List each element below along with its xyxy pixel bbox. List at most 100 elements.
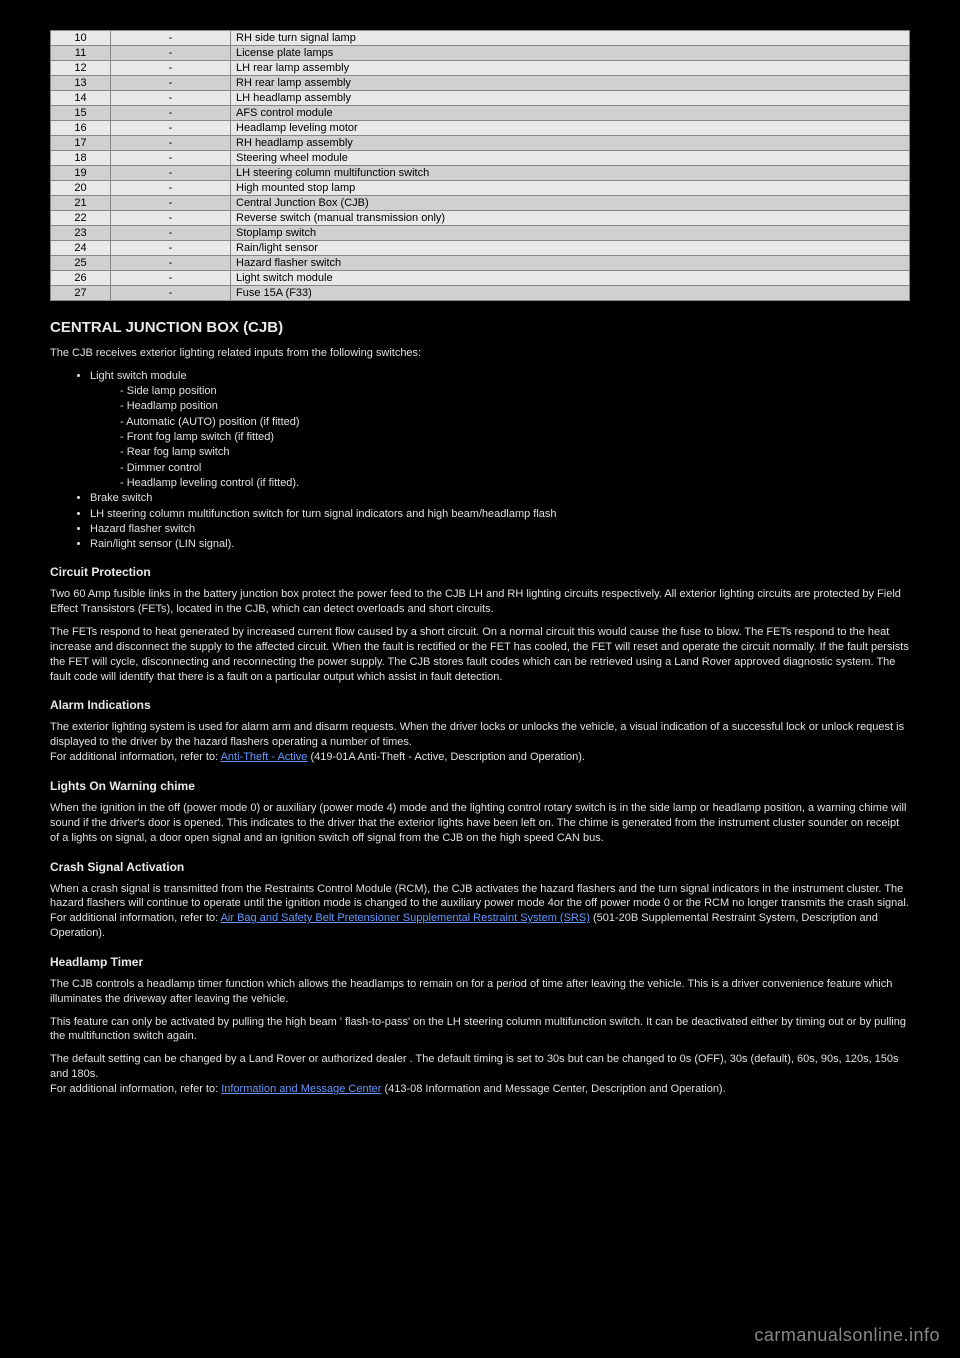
table-cell: LH headlamp assembly	[231, 91, 910, 106]
table-cell: Rain/light sensor	[231, 241, 910, 256]
list-item: Rain/light sensor (LIN signal).	[90, 537, 910, 551]
body-paragraph: When a crash signal is transmitted from …	[50, 882, 910, 941]
table-row: 13-RH rear lamp assembly	[51, 76, 910, 91]
subsection-heading: Lights On Warning chime	[50, 779, 910, 793]
subsection-heading: Headlamp Timer	[50, 955, 910, 969]
body-paragraph: The exterior lighting system is used for…	[50, 720, 910, 765]
paragraph-text: (419-01A Anti-Theft - Active, Descriptio…	[307, 751, 585, 763]
table-cell: LH rear lamp assembly	[231, 61, 910, 76]
table-cell: LH steering column multifunction switch	[231, 166, 910, 181]
table-cell: -	[111, 76, 231, 91]
body-paragraph: This feature can only be activated by pu…	[50, 1015, 910, 1045]
document-page: 10-RH side turn signal lamp11-License pl…	[0, 0, 960, 1358]
table-cell: RH side turn signal lamp	[231, 31, 910, 46]
paragraph-text: For additional information, refer to:	[50, 751, 221, 763]
table-cell: 17	[51, 136, 111, 151]
table-cell: License plate lamps	[231, 46, 910, 61]
table-cell: AFS control module	[231, 106, 910, 121]
table-row: 22-Reverse switch (manual transmission o…	[51, 211, 910, 226]
table-cell: Light switch module	[231, 271, 910, 286]
table-cell: 16	[51, 121, 111, 136]
table-cell: -	[111, 46, 231, 61]
component-table: 10-RH side turn signal lamp11-License pl…	[50, 30, 910, 301]
sub-list-item: Automatic (AUTO) position (if fitted)	[120, 415, 910, 429]
table-cell: Steering wheel module	[231, 151, 910, 166]
sub-list-item: Headlamp leveling control (if fitted).	[120, 476, 910, 490]
table-cell: 11	[51, 46, 111, 61]
list-item: LH steering column multifunction switch …	[90, 507, 910, 521]
table-cell: -	[111, 181, 231, 196]
list-item: Light switch module Side lamp positionHe…	[90, 369, 910, 490]
intro-paragraph: The CJB receives exterior lighting relat…	[50, 346, 910, 361]
table-cell: 20	[51, 181, 111, 196]
table-cell: Stoplamp switch	[231, 226, 910, 241]
table-cell: 13	[51, 76, 111, 91]
list-item: Brake switch	[90, 491, 910, 505]
table-cell: -	[111, 61, 231, 76]
table-cell: -	[111, 151, 231, 166]
table-row: 17-RH headlamp assembly	[51, 136, 910, 151]
table-cell: -	[111, 271, 231, 286]
table-cell: -	[111, 166, 231, 181]
table-cell: 22	[51, 211, 111, 226]
table-row: 20-High mounted stop lamp	[51, 181, 910, 196]
table-cell: 19	[51, 166, 111, 181]
table-cell: Central Junction Box (CJB)	[231, 196, 910, 211]
table-cell: 15	[51, 106, 111, 121]
table-cell: -	[111, 226, 231, 241]
table-row: 26-Light switch module	[51, 271, 910, 286]
table-cell: Headlamp leveling motor	[231, 121, 910, 136]
paragraph-text: For additional information, refer to:	[50, 912, 221, 924]
subsection-heading: Alarm Indications	[50, 698, 910, 712]
table-cell: 24	[51, 241, 111, 256]
reference-link[interactable]: Information and Message Center	[221, 1083, 381, 1095]
table-row: 10-RH side turn signal lamp	[51, 31, 910, 46]
table-cell: -	[111, 31, 231, 46]
table-cell: 25	[51, 256, 111, 271]
table-cell: -	[111, 136, 231, 151]
table-row: 23-Stoplamp switch	[51, 226, 910, 241]
sub-list-item: Dimmer control	[120, 461, 910, 475]
table-row: 16-Headlamp leveling motor	[51, 121, 910, 136]
table-cell: 12	[51, 61, 111, 76]
paragraph-text: When a crash signal is transmitted from …	[50, 883, 909, 910]
table-cell: 23	[51, 226, 111, 241]
paragraph-text: The exterior lighting system is used for…	[50, 721, 904, 748]
subsection-heading: Circuit Protection	[50, 565, 910, 579]
table-cell: 26	[51, 271, 111, 286]
table-cell: -	[111, 121, 231, 136]
table-cell: Fuse 15A (F33)	[231, 286, 910, 301]
table-cell: -	[111, 106, 231, 121]
body-paragraph: The FETs respond to heat generated by in…	[50, 625, 910, 684]
table-cell: RH headlamp assembly	[231, 136, 910, 151]
switch-list: Light switch module Side lamp positionHe…	[90, 369, 910, 552]
table-cell: Hazard flasher switch	[231, 256, 910, 271]
watermark-text: carmanualsonline.info	[754, 1325, 940, 1346]
table-cell: -	[111, 91, 231, 106]
table-cell: -	[111, 256, 231, 271]
table-row: 12-LH rear lamp assembly	[51, 61, 910, 76]
table-cell: -	[111, 196, 231, 211]
table-row: 11-License plate lamps	[51, 46, 910, 61]
table-cell: High mounted stop lamp	[231, 181, 910, 196]
sub-list: Side lamp positionHeadlamp positionAutom…	[120, 384, 910, 490]
paragraph-text: The default setting can be changed by a …	[50, 1053, 899, 1080]
table-cell: 21	[51, 196, 111, 211]
body-paragraph: Two 60 Amp fusible links in the battery …	[50, 587, 910, 617]
table-row: 27-Fuse 15A (F33)	[51, 286, 910, 301]
reference-link[interactable]: Air Bag and Safety Belt Pretensioner Sup…	[221, 912, 590, 924]
body-paragraph: When the ignition in the off (power mode…	[50, 801, 910, 846]
table-cell: -	[111, 241, 231, 256]
table-row: 21-Central Junction Box (CJB)	[51, 196, 910, 211]
table-cell: -	[111, 286, 231, 301]
table-cell: 10	[51, 31, 111, 46]
table-row: 18-Steering wheel module	[51, 151, 910, 166]
table-row: 19-LH steering column multifunction swit…	[51, 166, 910, 181]
section-heading: CENTRAL JUNCTION BOX (CJB)	[50, 319, 910, 336]
table-row: 25-Hazard flasher switch	[51, 256, 910, 271]
table-row: 15-AFS control module	[51, 106, 910, 121]
sub-list-item: Rear fog lamp switch	[120, 445, 910, 459]
reference-link[interactable]: Anti-Theft - Active	[221, 751, 308, 763]
table-cell: Reverse switch (manual transmission only…	[231, 211, 910, 226]
sub-list-item: Headlamp position	[120, 399, 910, 413]
